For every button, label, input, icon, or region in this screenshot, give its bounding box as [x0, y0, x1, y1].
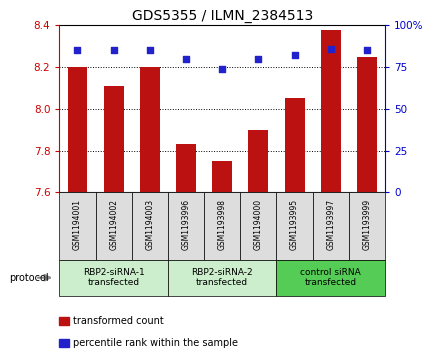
Text: transformed count: transformed count	[73, 316, 163, 326]
Text: GSM1193998: GSM1193998	[218, 199, 227, 250]
Bar	[212, 161, 232, 192]
Text: protocol: protocol	[9, 273, 48, 283]
Text: GSM1193995: GSM1193995	[290, 199, 299, 250]
Title: GDS5355 / ILMN_2384513: GDS5355 / ILMN_2384513	[132, 9, 313, 23]
Point	[291, 53, 298, 58]
Bar	[176, 144, 196, 192]
Text: GSM1194000: GSM1194000	[254, 199, 263, 250]
Text: RBP2-siRNA-1
transfected: RBP2-siRNA-1 transfected	[83, 268, 145, 287]
Bar	[140, 67, 160, 192]
Bar	[357, 57, 377, 192]
Point	[327, 46, 334, 52]
Text: GSM1194003: GSM1194003	[145, 199, 154, 250]
Text: control siRNA
transfected: control siRNA transfected	[301, 268, 361, 287]
Point	[110, 48, 117, 53]
Text: GSM1193999: GSM1193999	[363, 199, 371, 250]
Bar	[285, 98, 304, 192]
Bar	[104, 86, 124, 192]
Point	[183, 56, 190, 62]
Text: percentile rank within the sample: percentile rank within the sample	[73, 338, 238, 348]
Text: RBP2-siRNA-2
transfected: RBP2-siRNA-2 transfected	[191, 268, 253, 287]
Point	[255, 56, 262, 62]
Text: GSM1193996: GSM1193996	[182, 199, 191, 250]
Bar	[68, 67, 88, 192]
Point	[147, 48, 154, 53]
Text: GSM1193997: GSM1193997	[326, 199, 335, 250]
Text: GSM1194001: GSM1194001	[73, 199, 82, 250]
Text: GSM1194002: GSM1194002	[109, 199, 118, 250]
Bar	[321, 29, 341, 192]
Point	[219, 66, 226, 72]
Point	[74, 48, 81, 53]
Point	[363, 48, 370, 53]
Bar	[249, 130, 268, 192]
